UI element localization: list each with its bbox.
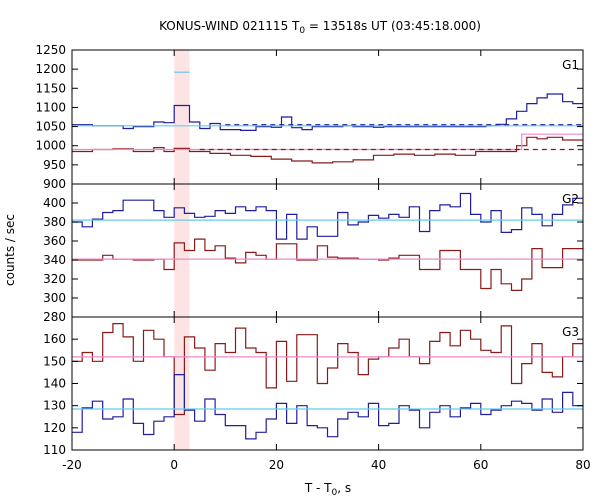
series-g1-pink_fit bbox=[72, 133, 583, 151]
series-g2-red bbox=[72, 238, 584, 291]
x-tick-label: 60 bbox=[473, 458, 488, 472]
y-tick-label: 1100 bbox=[35, 100, 66, 114]
y-tick-label: 110 bbox=[43, 443, 66, 457]
x-tick-label: 80 bbox=[575, 458, 590, 472]
y-tick-label: 380 bbox=[43, 215, 66, 229]
y-tick-label: 140 bbox=[43, 377, 66, 391]
y-tick-label: 120 bbox=[43, 421, 66, 435]
panel-g3: 110 120 130 140 150 160 G3 bbox=[43, 316, 584, 457]
y-tick-label: 1150 bbox=[35, 81, 66, 95]
series-g1-blue_bkg bbox=[72, 93, 583, 131]
y-tick-label: 280 bbox=[43, 310, 66, 324]
panel-label: G1 bbox=[562, 58, 579, 72]
y-tick-label: 160 bbox=[43, 332, 66, 346]
panel-frame bbox=[71, 49, 584, 185]
x-tick-label: 20 bbox=[269, 458, 284, 472]
panel-g2: 280 300 320 340 360 380 400 G2 bbox=[43, 183, 584, 324]
x-tick-label: 40 bbox=[371, 458, 386, 472]
series-g3-red bbox=[72, 323, 583, 416]
y-tick-label: 1200 bbox=[35, 62, 66, 76]
y-tick-label: 300 bbox=[43, 291, 66, 305]
y-tick-label: 360 bbox=[43, 234, 66, 248]
y-tick-label: 1250 bbox=[35, 43, 66, 57]
x-tick-label: -20 bbox=[62, 458, 82, 472]
panel-label: G2 bbox=[562, 192, 579, 206]
y-tick-label: 130 bbox=[43, 399, 66, 413]
x-axis-label: T - T0, s bbox=[304, 481, 351, 498]
y-tick-label: 320 bbox=[43, 272, 66, 286]
y-tick-label: 1050 bbox=[35, 120, 66, 134]
series-g3-blue bbox=[72, 374, 583, 440]
chart-title: KONUS-WIND 021115 T0 = 13518s UT (03:45:… bbox=[159, 19, 481, 36]
y-tick-label: 900 bbox=[43, 177, 66, 191]
y-tick-label: 400 bbox=[43, 196, 66, 210]
y-tick-label: 340 bbox=[43, 253, 66, 267]
series-g2-blue bbox=[72, 192, 583, 240]
x-tick-label: 0 bbox=[170, 458, 178, 472]
panel-g1: 900 950 1000 1050 1100 1150 1200 1250 G1 bbox=[35, 43, 584, 191]
panel-label: G3 bbox=[562, 325, 579, 339]
y-tick-label: 1000 bbox=[35, 139, 66, 153]
y-tick-label: 150 bbox=[43, 354, 66, 368]
y-tick-label: 950 bbox=[43, 158, 66, 172]
series-g1-red_bkg bbox=[72, 136, 583, 164]
y-axis-label: counts / sec bbox=[3, 214, 17, 286]
